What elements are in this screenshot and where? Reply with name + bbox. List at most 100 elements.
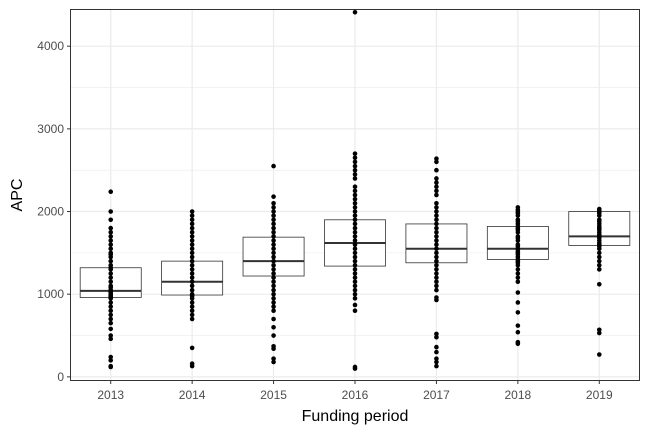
data-point (271, 221, 276, 227)
data-point (434, 334, 439, 340)
data-point (271, 275, 276, 280)
data-point (434, 209, 439, 214)
data-point (352, 246, 358, 252)
data-point (271, 246, 276, 252)
data-point (271, 217, 276, 223)
data-point (352, 308, 358, 314)
data-point (189, 279, 195, 285)
data-point (108, 300, 114, 305)
data-point (352, 155, 358, 161)
data-point (434, 213, 439, 218)
data-point (271, 356, 276, 361)
data-point (596, 281, 602, 287)
data-point (515, 262, 521, 268)
data-point (271, 296, 276, 301)
data-point (434, 221, 439, 227)
data-point (189, 316, 195, 322)
data-point (108, 320, 114, 326)
data-point (515, 229, 521, 235)
data-point (108, 354, 114, 360)
data-point (352, 172, 358, 177)
data-point (434, 297, 439, 303)
data-point (434, 180, 439, 185)
data-point (189, 262, 195, 268)
data-point (434, 205, 439, 210)
data-point (108, 304, 114, 309)
data-point (189, 258, 195, 264)
data-point (189, 296, 195, 301)
data-point (352, 225, 358, 231)
panel-border (70, 9, 640, 381)
data-point (189, 254, 195, 260)
data-point (434, 287, 439, 293)
data-point (271, 225, 276, 231)
data-point (271, 271, 276, 276)
data-point (352, 229, 358, 235)
data-point (189, 308, 195, 314)
data-point (108, 234, 114, 239)
data-point (352, 196, 358, 202)
data-point (271, 333, 276, 338)
x-tick-label: 2018 (505, 388, 532, 402)
data-point (515, 213, 521, 218)
data-point (271, 200, 276, 206)
data-point (108, 189, 114, 194)
data-point (434, 238, 439, 243)
data-point (352, 287, 358, 293)
data-point (596, 213, 602, 218)
data-point (271, 308, 276, 314)
data-point (434, 188, 439, 194)
data-point (352, 267, 358, 272)
data-point (108, 312, 114, 318)
data-point (515, 279, 521, 285)
data-point (108, 209, 114, 214)
data-point (515, 238, 521, 243)
data-point (434, 271, 439, 276)
data-point (352, 192, 358, 198)
data-point (189, 238, 195, 243)
data-point (434, 356, 439, 361)
data-point (271, 346, 276, 352)
data-point (434, 192, 439, 198)
data-point (271, 283, 276, 289)
data-point (434, 262, 439, 268)
data-point (271, 242, 276, 247)
data-point (352, 238, 358, 243)
data-point (434, 184, 439, 190)
data-point (108, 254, 114, 260)
data-point (108, 333, 114, 338)
data-point (434, 275, 439, 280)
data-point (596, 254, 602, 260)
data-point (352, 217, 358, 223)
data-point (189, 234, 195, 239)
data-point (271, 209, 276, 214)
data-point (108, 238, 114, 243)
data-point (596, 250, 602, 256)
data-point (596, 267, 602, 272)
data-point (189, 345, 195, 351)
data-point (189, 283, 195, 289)
data-point (271, 163, 276, 169)
data-point (352, 151, 358, 156)
x-tick-label: 2019 (586, 388, 613, 402)
data-point (596, 330, 602, 336)
data-point (352, 163, 358, 169)
data-point (434, 156, 439, 161)
plot-panel (70, 9, 640, 381)
data-point (189, 213, 195, 218)
data-point (108, 279, 114, 285)
data-point (189, 209, 195, 214)
data-point (515, 271, 521, 276)
data-point (434, 283, 439, 289)
data-point (352, 302, 358, 308)
data-point (352, 167, 358, 173)
data-point (352, 254, 358, 260)
data-point (434, 331, 439, 337)
data-point (108, 326, 114, 332)
data-point (271, 300, 276, 305)
data-point (271, 238, 276, 243)
data-point (434, 359, 439, 365)
data-point (352, 234, 358, 239)
data-point (108, 258, 114, 264)
